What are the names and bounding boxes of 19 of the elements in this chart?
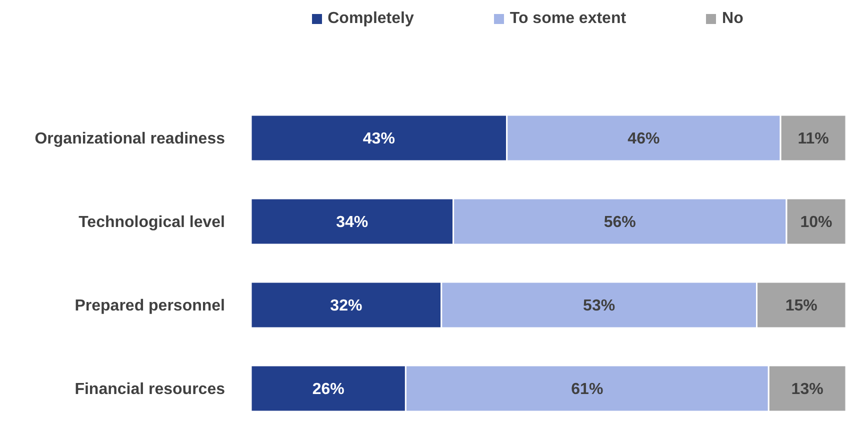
data-label: 10% <box>800 214 832 232</box>
data-label: 26% <box>312 381 344 398</box>
data-label: 13% <box>791 381 824 398</box>
y-tick-label: Prepared personnel <box>74 297 225 314</box>
data-label: 15% <box>785 298 818 315</box>
data-label: 43% <box>362 130 395 148</box>
data-label: 56% <box>604 214 636 232</box>
data-label: 34% <box>336 214 368 232</box>
y-tick-label: Technological level <box>78 214 225 231</box>
data-label: 11% <box>798 130 829 148</box>
data-label: 53% <box>583 298 616 315</box>
legend-label: To some extent <box>510 10 626 28</box>
y-tick-label: Financial resources <box>74 380 226 398</box>
data-label: 61% <box>571 381 604 398</box>
legend-label: Completely <box>328 10 414 28</box>
data-label: 46% <box>628 130 660 148</box>
data-label: 32% <box>330 298 362 315</box>
y-tick-label: Organizational readiness <box>34 130 226 148</box>
legend-label: No <box>722 10 744 28</box>
